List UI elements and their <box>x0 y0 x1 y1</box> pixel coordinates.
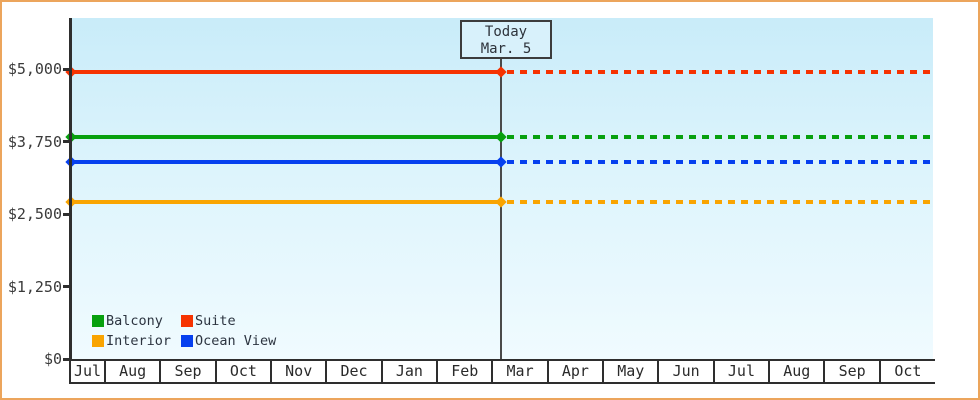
legend-item-ocean-view: Ocean View <box>181 331 276 351</box>
x-axis-month-row: Jul Aug Sep Oct Nov Dec Jan Feb Mar Apr May Jun Jul A… <box>69 359 935 384</box>
y-axis-line <box>69 18 72 359</box>
y-tick-label: $2,500 <box>7 205 62 223</box>
month-cell-aug-13: Aug <box>770 361 826 382</box>
month-cell-apr-9: Apr <box>549 361 605 382</box>
series-line-solid-balcony <box>71 135 501 140</box>
today-box-title: Today <box>484 24 528 40</box>
series-line-dotted-interior <box>506 200 933 205</box>
month-cell-nov-4: Nov <box>272 361 328 382</box>
legend-label: Balcony <box>106 313 163 329</box>
y-tick-mark <box>63 285 71 288</box>
legend-swatch-icon <box>92 335 104 347</box>
y-tick-label: $3,750 <box>7 132 62 151</box>
y-tick-mark <box>63 212 71 216</box>
series-line-dotted-ocean-view <box>506 159 933 164</box>
month-cell-dec-5: Dec <box>327 361 383 382</box>
y-tick-label: $0 <box>43 350 62 368</box>
legend-swatch-icon <box>181 335 193 347</box>
legend-swatch-icon <box>92 315 104 327</box>
today-box: Today Mar. 5 <box>460 20 552 59</box>
month-cell-mar-8: Mar <box>493 361 549 382</box>
legend-item-interior: Interior <box>92 331 181 351</box>
legend-item-balcony: Balcony <box>92 311 181 331</box>
legend-item-suite: Suite <box>181 311 276 331</box>
series-line-solid-suite <box>71 69 501 74</box>
month-cell-oct-3: Oct <box>217 361 273 382</box>
today-vertical-line <box>499 57 502 359</box>
y-tick-mark <box>63 357 71 361</box>
y-tick-label: $1,250 <box>7 277 62 296</box>
y-tick-mark <box>63 67 71 71</box>
legend-label: Suite <box>195 313 236 329</box>
series-line-solid-ocean-view <box>71 159 501 164</box>
month-cell-jan-6: Jan <box>383 361 439 382</box>
month-cell-jul-12: Jul <box>715 361 771 382</box>
today-box-date: Mar. 5 <box>480 41 532 57</box>
month-cell-jul-0: Jul <box>71 361 106 382</box>
legend-swatch-icon <box>181 315 193 327</box>
y-tick-label: $5,000 <box>7 60 62 78</box>
legend-label: Ocean View <box>195 333 277 349</box>
legend: Balcony Suite Interior Ocean View <box>92 311 276 351</box>
series-line-dotted-balcony <box>506 135 933 140</box>
legend-label: Interior <box>106 333 172 349</box>
month-cell-jun-11: Jun <box>659 361 715 382</box>
y-tick-mark <box>63 140 71 143</box>
month-cell-sep-2: Sep <box>161 361 217 382</box>
series-line-dotted-suite <box>506 69 933 74</box>
series-line-solid-interior <box>71 200 501 205</box>
month-cell-sep-14: Sep <box>825 361 881 382</box>
month-cell-aug-1: Aug <box>106 361 162 382</box>
month-cell-feb-7: Feb <box>438 361 494 382</box>
month-cell-oct-15: Oct <box>894 362 922 380</box>
month-cell-may-10: May <box>604 361 660 382</box>
